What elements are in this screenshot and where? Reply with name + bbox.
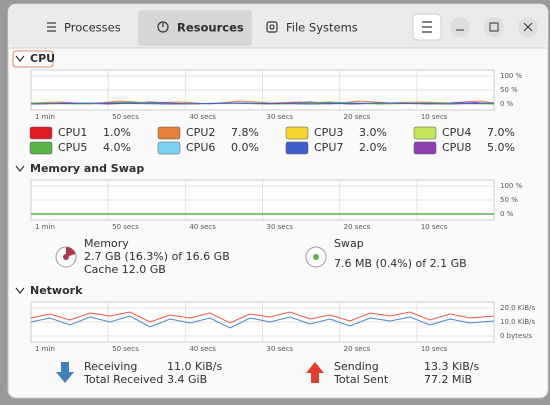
x-axis-label: 40 secs (189, 345, 216, 353)
x-axis-label: 30 secs (267, 223, 294, 231)
section-title: Network (30, 284, 83, 297)
memory-cache: Cache 12.0 GB (84, 263, 166, 276)
receive-arrow (56, 362, 74, 383)
y-axis-label: 0 bytes/s (500, 332, 532, 340)
tab[interactable]: Resources (177, 21, 244, 35)
x-axis-label: 10 secs (421, 113, 448, 121)
cpu-color-swatch (413, 141, 437, 155)
cpu-value: 0.0% (231, 141, 259, 154)
cpu-value: 4.0% (103, 141, 131, 154)
x-axis-label: 40 secs (189, 113, 216, 121)
cpu-color-swatch (29, 126, 53, 140)
y-axis-label: 100 % (500, 72, 523, 80)
x-axis-label: 1 min (35, 113, 55, 121)
x-axis-label: 20 secs (344, 223, 371, 231)
cpu-color-swatch (413, 126, 437, 140)
cpu-color-swatch (29, 141, 53, 155)
total-received-label: Total Received (83, 373, 163, 386)
x-axis-label: 30 secs (267, 345, 294, 353)
minimize-button[interactable] (450, 17, 470, 37)
tab[interactable]: File Systems (286, 21, 358, 35)
cpu-color-swatch (285, 141, 309, 155)
y-axis-label: 100 % (500, 182, 523, 190)
tab[interactable]: Processes (64, 21, 121, 35)
tab-icons (47, 21, 278, 33)
swap-pie-center (313, 254, 319, 260)
maximize-button[interactable] (484, 17, 504, 37)
cpu-color-swatch (285, 126, 309, 140)
cpu-value: 2.0% (359, 141, 387, 154)
send-arrow (306, 362, 324, 383)
cpu-color-swatch (157, 126, 181, 140)
cpu-value: 5.0% (487, 141, 515, 154)
y-axis-label: 50 % (500, 196, 518, 204)
x-axis-label: 1 min (35, 345, 55, 353)
memory-pie-slice (66, 247, 76, 257)
y-axis-label: 0 % (500, 210, 514, 218)
y-axis-label: 10.0 KiB/s (500, 318, 536, 326)
x-axis-label: 20 secs (344, 113, 371, 121)
swap-usage: 7.6 MB (0.4%) of 2.1 GB (334, 257, 467, 270)
sending-rate: 13.3 KiB/s (424, 360, 480, 373)
expander[interactable] (15, 287, 25, 294)
memory-pie-center (63, 254, 69, 260)
y-axis-label: 50 % (500, 86, 518, 94)
sending-label: Sending (334, 360, 379, 373)
total-sent-label: Total Sent (333, 373, 389, 386)
cpu-name: CPU2 (186, 126, 215, 139)
swap-label: Swap (334, 237, 364, 250)
x-axis-label: 50 secs (112, 345, 139, 353)
cpu-value: 1.0% (103, 126, 131, 139)
expander[interactable] (15, 55, 25, 62)
cpu-name: CPU6 (186, 141, 215, 154)
cpu-name: CPU4 (442, 126, 471, 139)
x-axis-label: 1 min (35, 223, 55, 231)
x-axis-label: 50 secs (112, 223, 139, 231)
x-axis-label: 20 secs (344, 345, 371, 353)
x-axis-label: 30 secs (267, 113, 294, 121)
memory-label: Memory (84, 237, 129, 250)
cpu-value: 7.8% (231, 126, 259, 139)
cpu-value: 7.0% (487, 126, 515, 139)
cpu-name: CPU1 (58, 126, 87, 139)
tab-selected-bg[interactable] (138, 10, 252, 46)
expander[interactable] (15, 165, 25, 172)
x-axis-label: 40 secs (189, 223, 216, 231)
total-sent: 77.2 MiB (424, 373, 472, 386)
cpu-name: CPU5 (58, 141, 87, 154)
receiving-label: Receiving (84, 360, 137, 373)
maximize-icon (489, 22, 499, 32)
cpu-traces (30, 100, 495, 105)
cpu-color-swatch (157, 141, 181, 155)
y-axis-label: 20.0 KiB/s (500, 304, 536, 312)
memory-usage: 2.7 GB (16.3%) of 16.6 GB (84, 250, 230, 263)
x-axis-label: 50 secs (112, 113, 139, 121)
focus-ring (12, 50, 54, 68)
x-axis-label: 10 secs (421, 223, 448, 231)
y-axis-label: 0 % (500, 100, 514, 108)
x-axis-label: 10 secs (421, 345, 448, 353)
cpu-name: CPU8 (442, 141, 471, 154)
cpu-name: CPU3 (314, 126, 343, 139)
total-received: 3.4 GiB (167, 373, 207, 386)
receiving-rate: 11.0 KiB/s (167, 360, 223, 373)
cpu-value: 3.0% (359, 126, 387, 139)
close-icon (523, 22, 533, 32)
menu-icon (422, 21, 432, 33)
cpu-name: CPU7 (314, 141, 343, 154)
section-title: CPU (30, 52, 55, 65)
section-title: Memory and Swap (30, 162, 144, 175)
network-traces (30, 311, 495, 329)
